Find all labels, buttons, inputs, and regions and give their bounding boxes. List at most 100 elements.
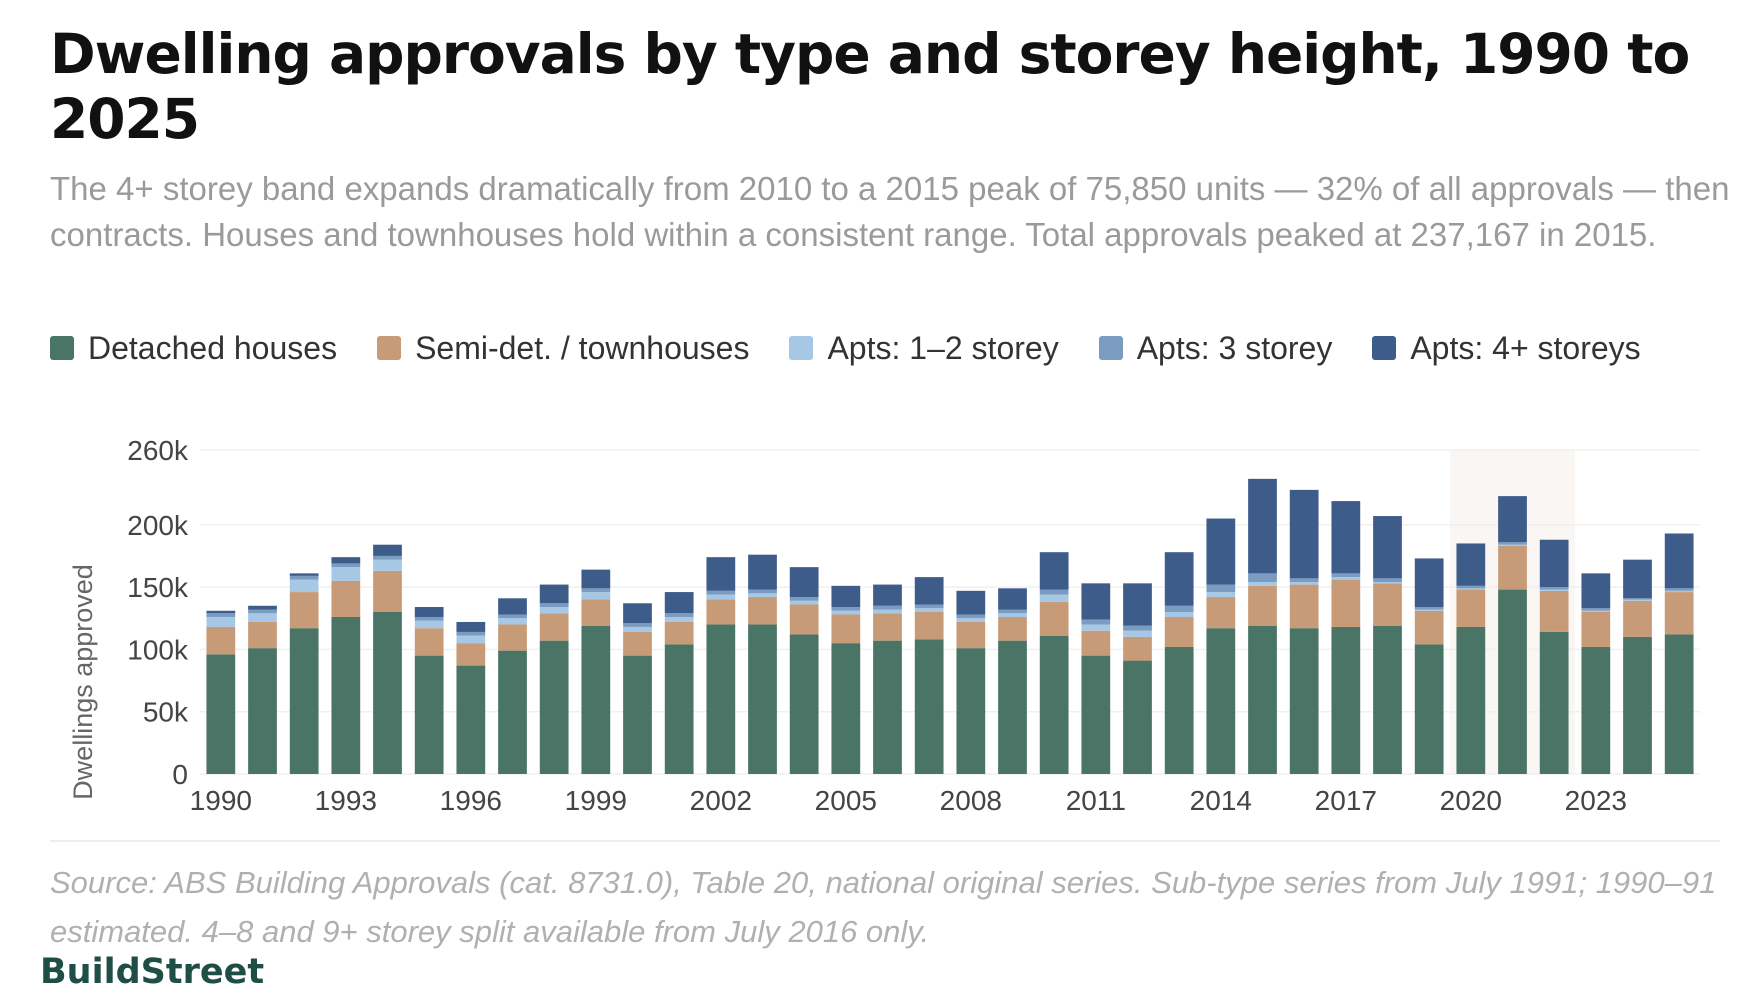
bar-segment [1123,636,1152,661]
bar-segment [748,597,777,625]
bar-segment [1164,616,1194,647]
bar-segment [1664,533,1694,589]
bar-segment [1331,626,1361,774]
bar-segment [1373,516,1402,579]
y-tick-label: 260k [127,435,189,466]
x-tick-label: 2002 [690,785,752,816]
bar-segment [1623,600,1652,637]
bar-segment [1664,590,1694,593]
bar-segment [1414,609,1444,611]
bar-segment [1664,588,1694,591]
source-note: Source: ABS Building Approvals (cat. 873… [50,865,1717,949]
bar-segment [623,655,652,774]
y-tick-label: 0 [172,759,188,790]
bar-segment [206,610,236,614]
bar-segment [1331,577,1361,580]
bar-segment [414,628,444,656]
x-tick-label: 2020 [1440,785,1502,816]
bar-segment [1581,573,1611,609]
bar-segment [1289,582,1319,585]
x-tick-label: 2017 [1315,785,1377,816]
bar-segment [498,650,527,774]
bar-segment [623,603,652,624]
bar-segment [1248,625,1277,774]
bar-segment [1289,489,1319,579]
bar-segment [373,555,402,560]
bar-segment [498,614,527,619]
bar-segment [706,590,736,595]
bar-segment [206,613,236,617]
bar-segment [456,665,486,774]
bar-segment [1039,552,1069,590]
legend-swatch [1372,336,1397,360]
bar-segment [706,557,736,591]
bar-segment [1123,660,1152,774]
bar-segment [289,573,319,576]
bar-segment [664,644,694,774]
bar-segment [248,621,277,649]
legend-label: Apts: 4+ storeys [1410,329,1641,366]
bar-segment [1331,573,1361,578]
bar-segment [1456,626,1486,774]
y-tick-label: 150k [127,572,189,603]
bar-segment [539,613,569,641]
bar-segment [1248,573,1277,583]
bar-segment [914,604,944,609]
bar-segment [998,613,1027,617]
bar-segment [1539,589,1569,591]
legend-swatch [1098,336,1123,360]
bar-segment [1289,628,1319,774]
bar-segment [1539,539,1569,588]
bar-segment [998,616,1027,641]
bar-segment [831,607,861,611]
bar-segment [789,634,819,774]
bar-segment [1164,605,1194,612]
bar-segment [289,628,319,774]
bar-segment [623,623,652,627]
bar-segment [1373,578,1402,583]
bar-segment [331,563,361,568]
bar-segment [1039,635,1069,774]
bar-segment [581,569,611,589]
bar-segment [1498,496,1527,543]
bar-segment [956,621,986,649]
bar-segment [1081,655,1111,774]
bar-segment [1414,607,1444,610]
legend-swatch [789,336,814,360]
legend-label: Apts: 3 storey [1136,329,1333,366]
stacked-bar-chart: 0 50k 100k 150k 200k 260k Dwellings approved 19… [68,435,1700,816]
bar-segment [998,609,1027,614]
bar-segment [331,580,361,617]
bar-segment [581,599,611,626]
x-tick-label: 2005 [815,785,877,816]
bar-segment [1414,644,1444,774]
bar-segment [248,648,277,774]
bar-segment [1331,501,1361,574]
bar-segment [831,610,861,615]
bar-segment [539,607,569,614]
bar-segment [373,570,402,612]
bar-segment [956,648,986,774]
bar-segment [1331,579,1361,627]
bar-segment [789,604,819,635]
bar-segment [456,643,486,666]
x-tick-label: 1999 [565,785,627,816]
bar-segment [664,613,694,617]
bar-segment [456,635,486,644]
bar-segment [748,554,777,590]
legend-label: Apts: 1–2 storey [827,329,1059,366]
x-tick-label: 1996 [440,785,502,816]
footer-divider [50,840,1720,842]
bar-segment [664,621,694,645]
bar-segment [414,616,444,621]
bar-segment [1248,582,1277,586]
bar-segment [206,654,236,774]
y-tick-label: 50k [143,697,189,728]
bar-segment [373,544,402,556]
bar-segment [1206,597,1236,629]
brand-logo: BuildStreet [40,952,265,992]
bar-segment [1456,588,1486,590]
bar-segment [1539,631,1569,774]
bar-segment [1373,625,1402,774]
bar-segment [456,621,486,632]
